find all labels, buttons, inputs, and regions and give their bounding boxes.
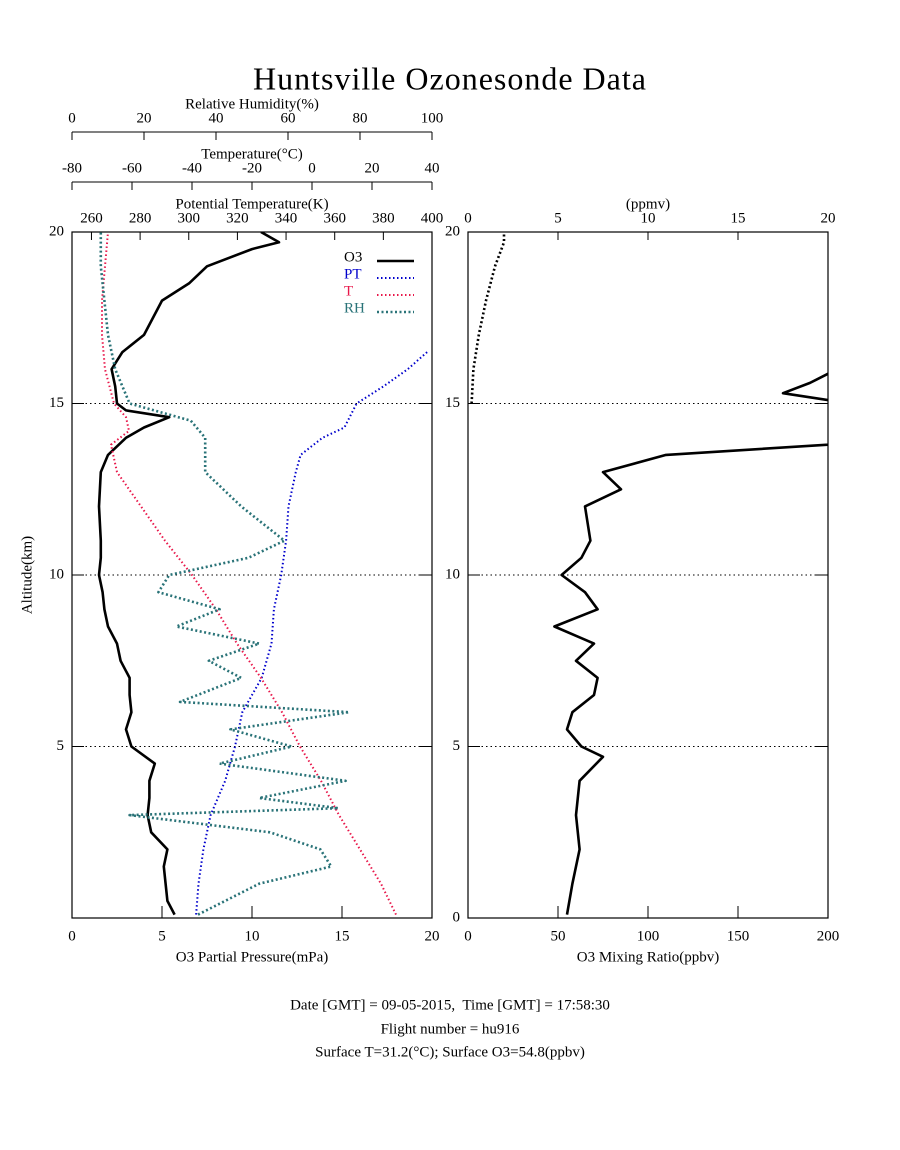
x-tick-label: 20 — [137, 110, 152, 126]
x-tick-label: 100 — [637, 928, 660, 944]
footer-line: Surface T=31.2(°C); Surface O3=54.8(ppbv… — [315, 1044, 585, 1060]
x-tick-label: 50 — [551, 928, 566, 944]
x-tick-label: 80 — [353, 110, 368, 126]
x-tick-label: 10 — [641, 210, 656, 226]
y-tick-label: 5 — [453, 738, 461, 754]
profile-line — [195, 351, 428, 915]
y-tick-label: 5 — [57, 738, 65, 754]
y-tick-label: 15 — [445, 395, 460, 411]
x-tick-label: 60 — [281, 110, 296, 126]
y-tick-label: 10 — [445, 566, 460, 582]
x-tick-label: 200 — [817, 928, 840, 944]
x-tick-label: 320 — [226, 210, 249, 226]
x-tick-label: 0 — [464, 210, 472, 226]
x-tick-label: 40 — [425, 160, 440, 176]
x-axis-label: Potential Temperature(K) — [175, 196, 328, 212]
x-tick-label: 280 — [129, 210, 152, 226]
profile-line — [97, 232, 281, 916]
x-tick-label: 15 — [731, 210, 746, 226]
profile-line — [553, 372, 828, 915]
x-tick-label: 400 — [421, 210, 444, 226]
x-tick-label: 150 — [727, 928, 750, 944]
legend-label: T — [344, 283, 353, 299]
legend-label: O3 — [344, 249, 362, 265]
x-tick-label: 360 — [323, 210, 346, 226]
x-tick-label: 300 — [178, 210, 201, 226]
x-tick-label: 100 — [421, 110, 444, 126]
x-axis-label: Relative Humidity(%) — [185, 96, 319, 112]
y-tick-label: 15 — [49, 395, 64, 411]
x-tick-label: -80 — [62, 160, 82, 176]
footer-line: Flight number = hu916 — [381, 1021, 520, 1037]
profile-line — [470, 232, 506, 404]
x-axis-label: (ppmv) — [626, 196, 670, 212]
chart-title: Huntsville Ozonesonde Data — [253, 60, 647, 96]
x-tick-label: -40 — [182, 160, 202, 176]
x-tick-label: -20 — [242, 160, 262, 176]
legend-label: PT — [344, 266, 362, 282]
x-tick-label: 0 — [68, 928, 76, 944]
x-tick-label: 0 — [68, 110, 76, 126]
x-tick-label: 15 — [335, 928, 350, 944]
y-tick-label: 0 — [453, 909, 461, 925]
x-tick-label: 0 — [464, 928, 472, 944]
x-tick-label: 340 — [275, 210, 298, 226]
x-tick-label: 5 — [554, 210, 562, 226]
profile-line — [99, 232, 351, 916]
x-tick-label: 10 — [245, 928, 260, 944]
y-tick-label: 20 — [445, 223, 460, 239]
x-tick-label: 380 — [372, 210, 395, 226]
x-tick-label: 260 — [80, 210, 103, 226]
x-tick-label: 20 — [821, 210, 836, 226]
x-tick-label: 20 — [425, 928, 440, 944]
y-axis-label: Altitude(km) — [19, 536, 35, 614]
x-axis-label: O3 Partial Pressure(mPa) — [176, 949, 328, 965]
x-axis-label: Temperature(°C) — [201, 146, 303, 162]
x-tick-label: -60 — [122, 160, 142, 176]
footer-line: Date [GMT] = 09-05-2015, Time [GMT] = 17… — [290, 997, 610, 1013]
y-tick-label: 20 — [49, 223, 64, 239]
y-tick-label: 10 — [49, 566, 64, 582]
profile-line — [101, 232, 397, 916]
x-tick-label: 5 — [158, 928, 166, 944]
x-axis-label: O3 Mixing Ratio(ppbv) — [577, 949, 720, 965]
x-tick-label: 0 — [308, 160, 316, 176]
x-tick-label: 20 — [365, 160, 380, 176]
legend-label: RH — [344, 300, 365, 316]
x-tick-label: 40 — [209, 110, 224, 126]
